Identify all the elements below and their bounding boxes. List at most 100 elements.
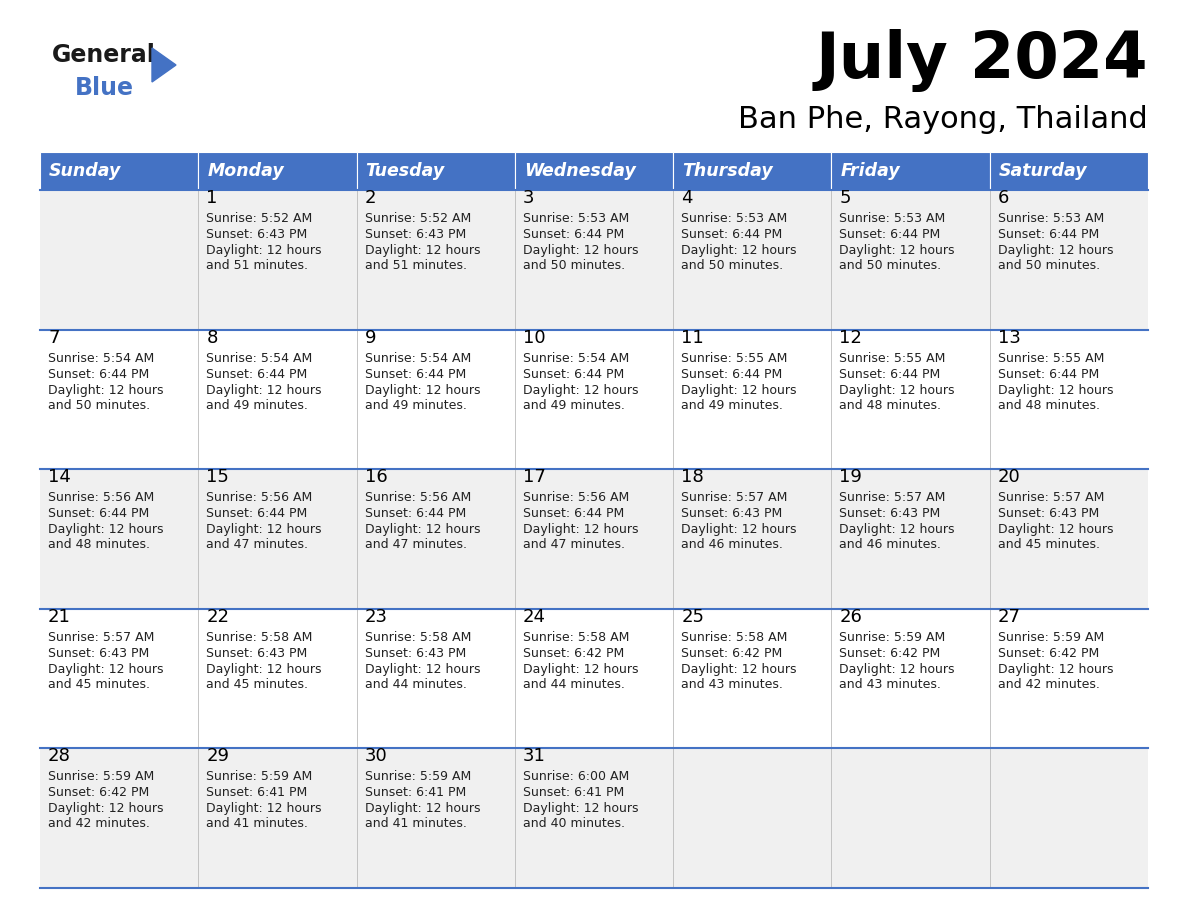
Text: Sunrise: 5:59 AM: Sunrise: 5:59 AM: [840, 631, 946, 644]
Text: Daylight: 12 hours: Daylight: 12 hours: [523, 663, 638, 676]
Text: Daylight: 12 hours: Daylight: 12 hours: [48, 663, 164, 676]
Text: Daylight: 12 hours: Daylight: 12 hours: [840, 663, 955, 676]
Text: and 45 minutes.: and 45 minutes.: [998, 538, 1100, 551]
Text: Sunset: 6:41 PM: Sunset: 6:41 PM: [207, 787, 308, 800]
Text: Daylight: 12 hours: Daylight: 12 hours: [48, 802, 164, 815]
Bar: [40, 748, 1148, 888]
Text: Sunset: 6:44 PM: Sunset: 6:44 PM: [48, 508, 150, 521]
Text: Sunset: 6:44 PM: Sunset: 6:44 PM: [207, 367, 308, 381]
Text: Daylight: 12 hours: Daylight: 12 hours: [998, 523, 1113, 536]
Text: Sunset: 6:44 PM: Sunset: 6:44 PM: [840, 228, 941, 241]
Text: 14: 14: [48, 468, 71, 487]
Text: and 45 minutes.: and 45 minutes.: [48, 677, 150, 691]
Text: 9: 9: [365, 329, 377, 347]
Text: and 50 minutes.: and 50 minutes.: [48, 398, 150, 411]
Text: 8: 8: [207, 329, 217, 347]
Text: and 43 minutes.: and 43 minutes.: [681, 677, 783, 691]
Text: 31: 31: [523, 747, 545, 766]
Text: Sunrise: 5:57 AM: Sunrise: 5:57 AM: [681, 491, 788, 504]
Text: and 46 minutes.: and 46 minutes.: [840, 538, 941, 551]
Text: and 49 minutes.: and 49 minutes.: [681, 398, 783, 411]
Text: Sunrise: 5:58 AM: Sunrise: 5:58 AM: [681, 631, 788, 644]
Text: Sunrise: 5:57 AM: Sunrise: 5:57 AM: [840, 491, 946, 504]
Text: Ban Phe, Rayong, Thailand: Ban Phe, Rayong, Thailand: [738, 105, 1148, 134]
Text: Daylight: 12 hours: Daylight: 12 hours: [681, 384, 797, 397]
Text: Sunset: 6:44 PM: Sunset: 6:44 PM: [840, 367, 941, 381]
Text: Sunset: 6:42 PM: Sunset: 6:42 PM: [48, 787, 150, 800]
Text: and 42 minutes.: and 42 minutes.: [998, 677, 1100, 691]
Text: and 47 minutes.: and 47 minutes.: [365, 538, 467, 551]
Text: Sunrise: 5:53 AM: Sunrise: 5:53 AM: [681, 212, 788, 225]
Text: Sunday: Sunday: [49, 162, 121, 180]
Text: and 45 minutes.: and 45 minutes.: [207, 677, 308, 691]
Text: 20: 20: [998, 468, 1020, 487]
Text: and 41 minutes.: and 41 minutes.: [365, 817, 467, 831]
Text: and 50 minutes.: and 50 minutes.: [998, 259, 1100, 272]
Text: Daylight: 12 hours: Daylight: 12 hours: [998, 244, 1113, 257]
Text: 4: 4: [681, 189, 693, 207]
Text: Sunrise: 5:56 AM: Sunrise: 5:56 AM: [207, 491, 312, 504]
Text: Sunset: 6:44 PM: Sunset: 6:44 PM: [523, 508, 624, 521]
Text: Sunset: 6:43 PM: Sunset: 6:43 PM: [681, 508, 783, 521]
Text: Sunset: 6:44 PM: Sunset: 6:44 PM: [681, 228, 783, 241]
Text: Sunrise: 5:58 AM: Sunrise: 5:58 AM: [207, 631, 312, 644]
Text: Sunrise: 5:57 AM: Sunrise: 5:57 AM: [998, 491, 1104, 504]
Text: and 44 minutes.: and 44 minutes.: [365, 677, 467, 691]
Text: Sunset: 6:42 PM: Sunset: 6:42 PM: [681, 647, 783, 660]
Text: Daylight: 12 hours: Daylight: 12 hours: [48, 523, 164, 536]
Text: 15: 15: [207, 468, 229, 487]
Text: Daylight: 12 hours: Daylight: 12 hours: [365, 523, 480, 536]
Text: Tuesday: Tuesday: [366, 162, 444, 180]
Text: and 40 minutes.: and 40 minutes.: [523, 817, 625, 831]
Text: Sunset: 6:44 PM: Sunset: 6:44 PM: [207, 508, 308, 521]
Bar: [40, 330, 1148, 469]
Text: Daylight: 12 hours: Daylight: 12 hours: [681, 244, 797, 257]
Text: and 49 minutes.: and 49 minutes.: [365, 398, 467, 411]
Text: Sunrise: 5:53 AM: Sunrise: 5:53 AM: [840, 212, 946, 225]
Text: Sunrise: 5:53 AM: Sunrise: 5:53 AM: [998, 212, 1104, 225]
Text: and 44 minutes.: and 44 minutes.: [523, 677, 625, 691]
Text: 22: 22: [207, 608, 229, 626]
Text: Monday: Monday: [207, 162, 284, 180]
Text: Sunrise: 5:56 AM: Sunrise: 5:56 AM: [523, 491, 630, 504]
Text: and 46 minutes.: and 46 minutes.: [681, 538, 783, 551]
Text: Sunrise: 5:54 AM: Sunrise: 5:54 AM: [365, 352, 470, 364]
Text: 3: 3: [523, 189, 535, 207]
Text: Sunset: 6:44 PM: Sunset: 6:44 PM: [365, 367, 466, 381]
Bar: [674, 152, 832, 190]
Text: Sunset: 6:43 PM: Sunset: 6:43 PM: [207, 228, 308, 241]
Text: Sunrise: 5:59 AM: Sunrise: 5:59 AM: [365, 770, 470, 783]
Text: Sunrise: 5:54 AM: Sunrise: 5:54 AM: [207, 352, 312, 364]
Text: Daylight: 12 hours: Daylight: 12 hours: [681, 523, 797, 536]
Text: and 43 minutes.: and 43 minutes.: [840, 677, 941, 691]
Text: Sunrise: 5:57 AM: Sunrise: 5:57 AM: [48, 631, 154, 644]
Text: 25: 25: [681, 608, 704, 626]
Text: Daylight: 12 hours: Daylight: 12 hours: [365, 663, 480, 676]
Text: 6: 6: [998, 189, 1009, 207]
Text: and 50 minutes.: and 50 minutes.: [840, 259, 942, 272]
Text: 12: 12: [840, 329, 862, 347]
Text: Saturday: Saturday: [999, 162, 1087, 180]
Bar: [40, 469, 1148, 609]
Text: Sunrise: 5:59 AM: Sunrise: 5:59 AM: [48, 770, 154, 783]
Text: Sunrise: 5:55 AM: Sunrise: 5:55 AM: [998, 352, 1104, 364]
Text: Thursday: Thursday: [682, 162, 773, 180]
Text: 2: 2: [365, 189, 377, 207]
Text: and 49 minutes.: and 49 minutes.: [207, 398, 308, 411]
Text: and 51 minutes.: and 51 minutes.: [207, 259, 308, 272]
Text: 11: 11: [681, 329, 704, 347]
Text: Sunrise: 5:53 AM: Sunrise: 5:53 AM: [523, 212, 630, 225]
Bar: [40, 190, 1148, 330]
Text: Daylight: 12 hours: Daylight: 12 hours: [365, 244, 480, 257]
Text: Daylight: 12 hours: Daylight: 12 hours: [365, 384, 480, 397]
Bar: [514, 152, 674, 190]
Text: Daylight: 12 hours: Daylight: 12 hours: [523, 802, 638, 815]
Text: 29: 29: [207, 747, 229, 766]
Text: Sunrise: 5:56 AM: Sunrise: 5:56 AM: [365, 491, 470, 504]
Text: Sunset: 6:44 PM: Sunset: 6:44 PM: [523, 367, 624, 381]
Bar: [40, 152, 198, 190]
Text: Sunrise: 5:55 AM: Sunrise: 5:55 AM: [840, 352, 946, 364]
Text: 10: 10: [523, 329, 545, 347]
Text: 23: 23: [365, 608, 387, 626]
Text: Sunset: 6:43 PM: Sunset: 6:43 PM: [207, 647, 308, 660]
